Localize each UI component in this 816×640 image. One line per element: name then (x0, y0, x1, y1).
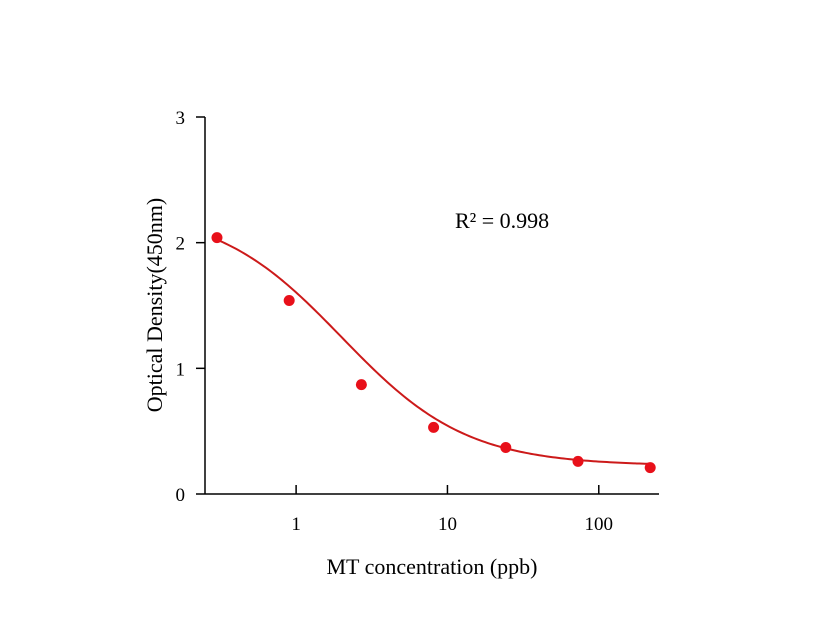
data-point (572, 455, 584, 467)
y-tick-label: 0 (176, 485, 186, 506)
x-tick-label: 100 (585, 514, 614, 535)
data-points (211, 232, 656, 474)
x-tick-label: 10 (438, 514, 457, 535)
data-point (211, 232, 223, 244)
y-tick-label: 2 (176, 234, 186, 255)
y-axis-title: Optical Density(450nm) (142, 198, 167, 412)
x-axis-title: MT concentration (ppb) (327, 554, 538, 579)
y-ticks: 0 1 2 3 (176, 108, 205, 506)
data-point (428, 421, 440, 433)
x-ticks: 1 10 100 (291, 485, 613, 535)
data-point (283, 294, 295, 306)
data-point (355, 379, 367, 391)
data-point (644, 462, 656, 474)
data-point (500, 442, 512, 454)
y-tick-label: 3 (176, 108, 186, 129)
y-tick-label: 1 (176, 359, 186, 380)
r-squared-annotation: R² = 0.998 (455, 208, 549, 233)
x-tick-label: 1 (291, 514, 301, 535)
